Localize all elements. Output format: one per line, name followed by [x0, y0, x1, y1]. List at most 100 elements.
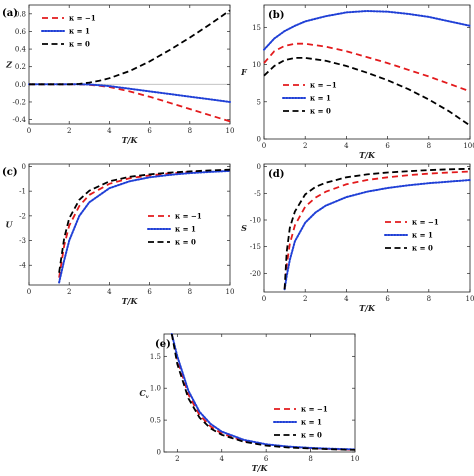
panel-label: (a) — [2, 8, 18, 19]
legend-entry: κ = 1 — [310, 94, 331, 103]
x-tick-label: 4 — [344, 295, 349, 303]
series-line-1 — [283, 170, 471, 290]
legend-entry: κ = 1 — [69, 27, 90, 36]
y-axis-label: U — [6, 220, 14, 230]
y-tick-label: 15 — [252, 24, 261, 32]
x-axis-label: T/K — [359, 150, 376, 160]
y-tick-label: -1 — [19, 188, 26, 196]
plot-frame — [263, 163, 471, 293]
y-axis-label: Cv — [139, 388, 148, 400]
legend-entry: κ = −1 — [301, 405, 328, 414]
panel-label: (e) — [155, 339, 171, 350]
series-line-2 — [58, 169, 231, 284]
y-tick-label: -0.2 — [13, 98, 27, 106]
y-tick-label: 0.8 — [15, 10, 26, 18]
series-line-3 — [58, 168, 231, 273]
legend-entry: κ = −1 — [310, 81, 337, 90]
legend-entry: κ = 1 — [412, 231, 433, 240]
panel-a: 0 2 4 6 8 10 -0.4 -0.2 0.0 0.2 0.4 0.6 0.8 T/K Zκ = −1… — [2, 4, 235, 145]
x-tick-label: 6 — [385, 142, 390, 150]
x-axis-label: T/K — [122, 135, 139, 145]
panel-e: 2 4 6 8 10 0 0.5 1.0 1.5 T/K Cv κ = −1 κ = 1 κ = 0 (e) — [139, 333, 360, 473]
legend-entry: κ = 0 — [412, 244, 433, 253]
x-tick-label: 0 — [262, 295, 266, 303]
legend: κ = −1 κ = 1 κ = 0 — [384, 218, 439, 253]
y-tick-label: 5 — [257, 98, 261, 106]
x-tick-label: 0 — [27, 127, 31, 135]
legend-entry: κ = 1 — [175, 225, 196, 234]
series-line-1 — [263, 42, 471, 93]
x-tick-label: 10 — [351, 455, 360, 463]
plot-frame — [28, 163, 231, 286]
x-tick-label: 8 — [188, 127, 192, 135]
legend-entry: κ = −1 — [175, 212, 202, 221]
plot-frame — [28, 4, 231, 125]
y-tick-label: -4 — [19, 262, 26, 270]
x-tick-label: 4 — [107, 127, 112, 135]
legend: κ = −1 κ = 1 κ = 0 — [41, 14, 96, 49]
x-tick-label: 0 — [27, 288, 31, 296]
plot-frame — [163, 333, 356, 453]
y-tick-label: -15 — [250, 243, 261, 251]
legend-entry: κ = −1 — [69, 14, 96, 23]
x-axis-label: T/K — [359, 303, 376, 313]
y-tick-label: -3 — [19, 237, 26, 245]
panel-label: (d) — [268, 169, 284, 180]
x-tick-label: 100 — [463, 142, 474, 150]
x-tick-label: 8 — [427, 295, 431, 303]
y-tick-label: 0.6 — [15, 28, 27, 36]
x-tick-label: 8 — [188, 288, 192, 296]
legend-entry: κ = 0 — [175, 238, 196, 247]
legend-entry: κ = 0 — [310, 107, 331, 116]
y-axis-label: F — [240, 67, 248, 77]
series-line-3 — [29, 9, 231, 86]
series-line-1 — [29, 83, 231, 123]
legend: κ = −1 κ = 1 κ = 0 — [147, 212, 202, 247]
series-line-1 — [170, 333, 356, 451]
x-axis-label: T/K — [122, 296, 139, 306]
legend: κ = −1 κ = 1 κ = 0 — [282, 81, 337, 116]
plot-frame — [263, 4, 471, 140]
legend-entry: κ = 0 — [301, 431, 322, 440]
panel-label: (c) — [2, 167, 18, 178]
panel-label: (b) — [268, 10, 284, 21]
x-tick-label: 10 — [466, 295, 474, 303]
y-tick-label: -0.4 — [13, 116, 27, 124]
x-axis-label: T/K — [252, 463, 269, 473]
series-line-2 — [283, 179, 471, 291]
y-tick-label: 0 — [157, 449, 161, 457]
y-tick-label: 0.0 — [15, 81, 26, 89]
y-tick-label: 0.4 — [15, 46, 27, 54]
x-tick-label: 10 — [226, 288, 235, 296]
x-tick-label: 2 — [67, 127, 71, 135]
y-tick-label: -20 — [250, 270, 261, 278]
x-tick-label: 6 — [147, 127, 152, 135]
legend: κ = −1 κ = 1 κ = 0 — [273, 405, 328, 440]
y-tick-label: -2 — [19, 212, 26, 220]
y-tick-label: 0 — [257, 163, 261, 171]
y-axis-label: S — [241, 223, 247, 233]
series-line-2 — [170, 333, 356, 451]
panel-d: 0 2 4 6 8 10 0 -5 -10 -15 -20 T/K Sκ = −1 κ = 1 κ = 0 (… — [241, 163, 474, 313]
y-tick-label: 1.0 — [150, 385, 161, 393]
legend-entry: κ = 0 — [69, 40, 90, 49]
y-axis-label: Z — [5, 60, 13, 70]
y-tick-label: 0.5 — [150, 417, 161, 425]
x-tick-label: 8 — [427, 142, 431, 150]
panel-c: 0 2 4 6 8 10 0 -1 -2 -3 -4 T/K Uκ = −1 κ = 1 κ = 0 (c) — [2, 163, 234, 306]
x-tick-label: 2 — [303, 142, 307, 150]
x-tick-label: 2 — [67, 288, 71, 296]
y-tick-label: 0 — [22, 163, 26, 171]
x-tick-label: 6 — [264, 455, 269, 463]
y-tick-label: -5 — [254, 190, 261, 198]
y-tick-label: 1.5 — [150, 353, 161, 361]
series-line-1 — [58, 169, 231, 278]
series-line-3 — [283, 167, 471, 290]
series-line-3 — [263, 57, 471, 127]
y-tick-label: 0 — [257, 136, 261, 144]
x-tick-label: 4 — [344, 142, 349, 150]
legend-entry: κ = −1 — [412, 218, 439, 227]
x-tick-label: 10 — [226, 127, 235, 135]
x-tick-label: 8 — [308, 455, 312, 463]
x-tick-label: 2 — [175, 455, 179, 463]
